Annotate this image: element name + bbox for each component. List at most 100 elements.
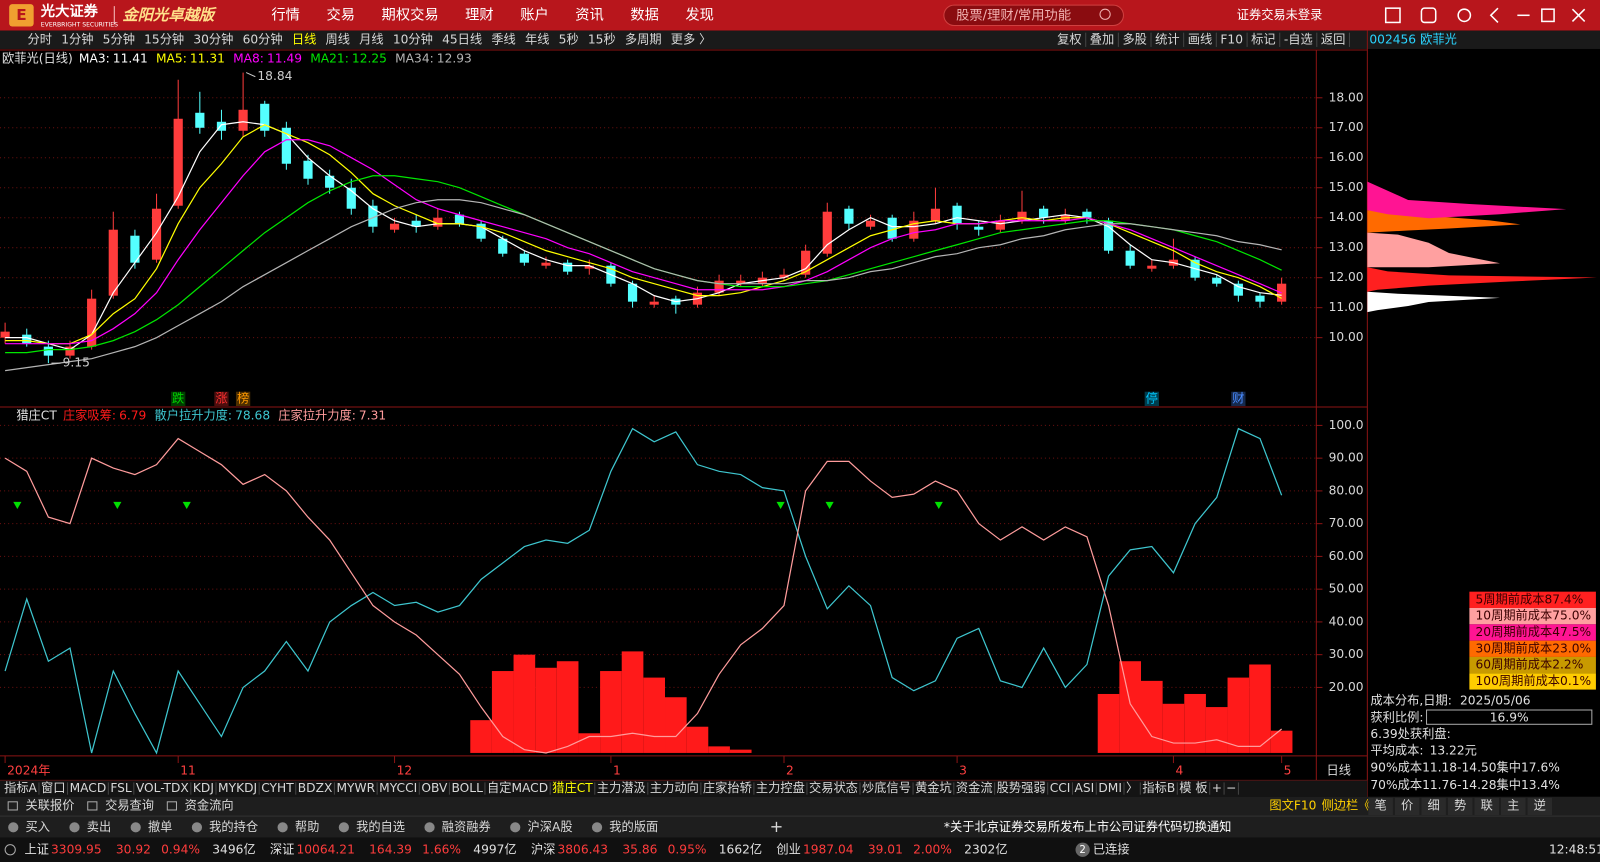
indicator-tab[interactable]: 炒底信号 [862, 780, 911, 795]
toolbar-button[interactable]: 我的自选 [356, 819, 405, 834]
indicator-tab[interactable]: 〉 [1126, 781, 1138, 795]
indicator-tab[interactable]: 股势强弱 [997, 781, 1046, 795]
tool-button[interactable]: 返回 [1321, 32, 1345, 46]
back-icon[interactable] [1489, 7, 1499, 23]
side-link[interactable]: 侧边栏《 [1322, 797, 1371, 812]
period-button[interactable]: 更多 〉 [671, 32, 712, 46]
indicator-tab[interactable]: 指标B [1142, 780, 1175, 795]
period-button[interactable]: 月线 [359, 32, 383, 46]
toolbar-button[interactable]: 沪深A股 [527, 820, 572, 834]
tool-button[interactable]: 标记 [1251, 32, 1275, 46]
indicator-tab[interactable]: 黄金坑 [915, 780, 952, 795]
indicator-tab[interactable]: MYKDJ [218, 781, 257, 795]
side-button[interactable]: 势 [1454, 798, 1466, 812]
restore-icon[interactable] [1541, 8, 1555, 23]
period-button[interactable]: 分时 [28, 32, 52, 46]
side-button[interactable]: 细 [1428, 798, 1440, 812]
notice[interactable]: *关于北京证券交易所发布上市公司证券代码切换通知 [944, 819, 1232, 834]
indicator-tab[interactable]: BDZX [298, 781, 333, 795]
period-button[interactable]: 60分钟 [243, 31, 283, 46]
tool-button[interactable]: 统计 [1155, 32, 1179, 46]
indicator-tab[interactable]: 庄家抬轿 [703, 780, 752, 795]
menu-item[interactable]: 理财 [465, 6, 494, 23]
close-icon[interactable] [1571, 8, 1586, 22]
indicator-tab[interactable]: OBV [421, 781, 448, 795]
indicator-tab[interactable]: FSL [110, 781, 132, 795]
app-icon[interactable] [1420, 7, 1437, 24]
tool-button[interactable]: -自选 [1284, 32, 1313, 46]
period-button[interactable]: 15秒 [588, 32, 616, 46]
period-button[interactable]: 5分钟 [103, 31, 135, 46]
add-button[interactable]: + [770, 817, 784, 836]
indicator-tab[interactable]: 自定MACD [487, 780, 548, 795]
indicator-tab[interactable]: BOLL [451, 781, 483, 795]
menu-item[interactable]: 数据 [630, 6, 659, 23]
tool-button[interactable]: 画线 [1188, 32, 1212, 46]
indicator-tab[interactable]: CYHT [261, 781, 294, 795]
search-placeholder[interactable]: 股票/理财/常用功能 [956, 7, 1071, 23]
settings-icon[interactable] [1457, 8, 1472, 23]
period-button[interactable]: 45日线 [442, 32, 482, 46]
period-button[interactable]: 10分钟 [393, 31, 433, 46]
cost-legend-box [1469, 656, 1596, 674]
toolbar-button[interactable]: 买入 [26, 820, 50, 834]
toolbar-button[interactable]: 我的版面 [609, 819, 658, 834]
period-button[interactable]: 15分钟 [144, 31, 184, 46]
indicator-tab[interactable]: VOL-TDX [136, 781, 189, 795]
side-button[interactable]: 联 [1481, 798, 1493, 812]
menu-item[interactable]: 行情 [271, 6, 300, 23]
toolbar-button[interactable]: 卖出 [87, 820, 111, 834]
tool-button[interactable]: 复权 [1057, 32, 1081, 46]
indicator-tab[interactable]: MACD [70, 781, 107, 795]
menu-item[interactable]: 资讯 [575, 6, 604, 23]
menu-item[interactable]: 发现 [685, 6, 714, 23]
side-button[interactable]: 价 [1401, 798, 1413, 812]
indicator-tab[interactable]: MYWR [336, 781, 375, 795]
indicator-tab[interactable]: CCI [1050, 781, 1071, 795]
side-button[interactable]: 主 [1507, 798, 1519, 812]
menu-item[interactable]: 期权交易 [382, 5, 439, 23]
indicator-tab[interactable]: MYCCI [379, 781, 417, 795]
toolbar-button[interactable]: 我的持仓 [209, 819, 258, 834]
indicator-tab[interactable]: 模 板 [1179, 781, 1207, 795]
login-status[interactable]: 证券交易未登录 [1237, 7, 1323, 22]
indicator-tab[interactable]: 猎庄CT [552, 780, 593, 795]
menu-item[interactable]: 账户 [520, 6, 549, 23]
period-button[interactable]: 5秒 [559, 32, 579, 46]
period-button[interactable]: 1分钟 [61, 31, 93, 46]
indicator-tab[interactable]: 主力潜汲 [597, 781, 646, 795]
toolbar-button[interactable]: 帮助 [295, 820, 319, 834]
period-button[interactable]: 30分钟 [193, 31, 233, 46]
search-box[interactable] [943, 4, 1124, 27]
menu-item[interactable]: 交易 [326, 5, 355, 23]
period-button[interactable]: 多周期 [625, 32, 662, 46]
toolbar-link[interactable]: 资金流向 [185, 797, 234, 812]
search-icon[interactable] [1099, 8, 1111, 20]
indicator-tab[interactable]: ASI [1075, 781, 1095, 795]
indicator-tab[interactable]: 窗口 [41, 781, 65, 795]
period-button[interactable]: 日线 [292, 32, 316, 46]
tool-button[interactable]: 多股 [1122, 32, 1146, 46]
toolbar-link[interactable]: 关联报价 [26, 797, 75, 812]
toolbar-button[interactable]: 撤单 [148, 819, 172, 834]
indicator-tab[interactable]: DMI [1098, 781, 1122, 795]
indicator-tab[interactable]: KDJ [193, 781, 214, 795]
side-link[interactable]: 图文F10 [1269, 797, 1316, 812]
period-button[interactable]: 季线 [491, 32, 515, 46]
tool-button[interactable]: 叠加 [1090, 32, 1114, 46]
grid-icon[interactable] [1384, 7, 1401, 24]
tool-button[interactable]: F10 [1220, 32, 1243, 46]
toolbar-link[interactable]: 交易查询 [105, 797, 154, 812]
side-button[interactable]: 逆 [1534, 797, 1546, 812]
indicator-tab[interactable]: 主力控盘 [756, 780, 805, 795]
indicator-tab[interactable]: + [1212, 781, 1222, 795]
period-button[interactable]: 年线 [525, 32, 549, 46]
indicator-tab[interactable]: 交易状态 [809, 780, 858, 795]
indicator-tab[interactable]: − [1226, 781, 1236, 795]
indicator-tab[interactable]: 资金流 [956, 780, 993, 795]
toolbar-button[interactable]: 融资融券 [442, 819, 491, 834]
indicator-tab[interactable]: 指标A [4, 780, 37, 795]
period-button[interactable]: 周线 [326, 32, 350, 46]
side-button[interactable]: 笔 [1374, 797, 1386, 812]
indicator-tab[interactable]: 主力动向 [650, 780, 699, 795]
